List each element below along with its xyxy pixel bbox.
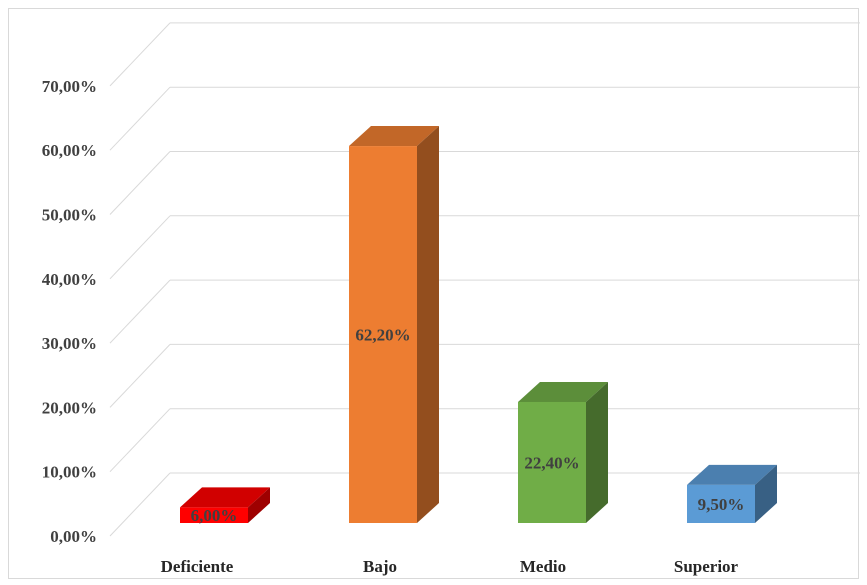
x-category-label: Bajo — [363, 557, 397, 576]
data-label: 6,00% — [191, 506, 238, 525]
bar — [349, 146, 417, 523]
gridline-diagonal — [109, 86, 171, 151]
y-tick-label: 0,00% — [50, 527, 97, 546]
data-label: 62,20% — [355, 326, 410, 345]
bar-top-face — [349, 126, 439, 147]
y-tick-label: 70,00% — [42, 77, 97, 96]
y-tick-label: 20,00% — [42, 398, 97, 417]
x-category-label: Deficiente — [161, 557, 234, 576]
bar-side-face — [248, 487, 270, 523]
gridline-diagonal — [109, 279, 171, 344]
y-tick-label: 30,00% — [42, 334, 97, 353]
y-tick-label: 60,00% — [42, 141, 97, 160]
bar-side-face — [417, 126, 439, 523]
bar-top-face — [687, 464, 777, 485]
gridline-diagonal — [109, 344, 171, 408]
gridline-diagonal — [109, 472, 171, 537]
bar — [687, 484, 755, 523]
bar — [180, 507, 248, 523]
gridline-diagonal — [109, 151, 171, 215]
y-tick-label: 10,00% — [42, 463, 97, 482]
gridline-diagonal — [109, 408, 171, 473]
bar — [518, 401, 586, 523]
bar-top-face — [180, 487, 270, 508]
y-tick-label: 40,00% — [42, 270, 97, 289]
y-tick-label: 50,00% — [42, 206, 97, 225]
x-category-label: Medio — [520, 557, 566, 576]
x-category-label: Superior — [674, 557, 739, 576]
data-label: 22,40% — [524, 453, 579, 472]
bar-top-face — [518, 381, 608, 402]
gridline-diagonal — [109, 22, 171, 87]
bar-side-face — [755, 464, 777, 523]
gridline-diagonal — [109, 215, 171, 280]
data-label: 9,50% — [698, 495, 745, 514]
bar-side-face — [586, 381, 608, 523]
